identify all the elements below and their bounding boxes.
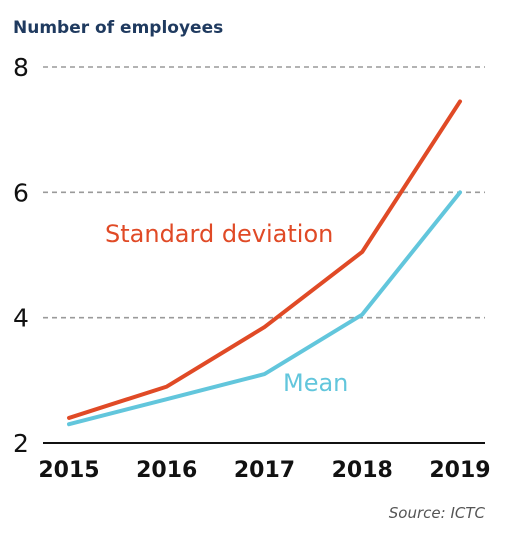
series-line-mean [67, 190, 462, 427]
y-axis-label: Number of employees [13, 18, 223, 38]
x-tick-label: 2017 [234, 458, 295, 483]
series-lines [67, 99, 462, 427]
source-note: Source: ICTC [389, 504, 486, 522]
gridlines [43, 66, 485, 319]
x-tick-label: 2019 [429, 458, 490, 483]
x-tick-label: 2015 [38, 458, 99, 483]
y-tick-label: 8 [13, 53, 29, 82]
series-label-standard-deviation: Standard deviation [105, 220, 333, 248]
y-tick-label: 4 [13, 304, 29, 333]
series-label-mean: Mean [283, 369, 348, 397]
series-line-standard-deviation [67, 99, 462, 420]
y-tick-labels: 2 4 6 8 [13, 53, 29, 458]
x-tick-labels: 2015 2016 2017 2018 2019 [38, 458, 490, 483]
x-tick-label: 2016 [136, 458, 197, 483]
x-tick-label: 2018 [332, 458, 393, 483]
y-tick-label: 2 [13, 429, 29, 458]
y-tick-label: 6 [13, 178, 29, 207]
